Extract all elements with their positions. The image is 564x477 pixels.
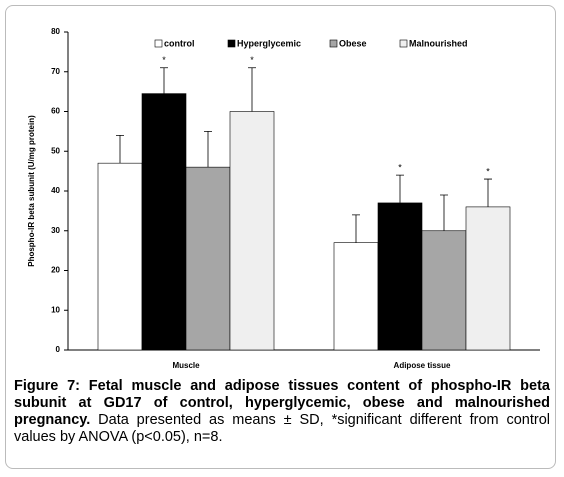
bar: [465, 206, 511, 351]
caption-text: Data presented as means ± SD, *significa…: [14, 412, 550, 445]
y-tick-label: 20: [51, 266, 60, 275]
error-bar: [204, 130, 212, 168]
y-tick-label: 10: [51, 305, 60, 314]
error-bar: [116, 134, 124, 164]
chart: Phospho-IR beta subunit (U/mg protein) 0…: [27, 27, 540, 370]
legend-label: Obese: [339, 38, 367, 48]
y-tick-label: 80: [51, 27, 60, 36]
significance-mark: *: [250, 55, 254, 65]
significance-mark: *: [398, 162, 402, 172]
error-bar: [248, 67, 256, 112]
legend-swatch: [227, 39, 236, 48]
bar: [421, 230, 467, 351]
legend-label: control: [164, 38, 195, 48]
legend-label: Malnourished: [409, 38, 468, 48]
y-tick-label: 70: [51, 67, 60, 76]
significance-mark: *: [486, 166, 490, 176]
error-bar: [160, 67, 168, 94]
bar: [97, 162, 143, 351]
y-tick-label: 0: [56, 345, 61, 354]
bar: [333, 242, 379, 351]
legend-label: Hyperglycemic: [237, 38, 301, 48]
bar: [229, 111, 275, 351]
error-bar: [484, 178, 492, 207]
y-tick-label: 30: [51, 226, 60, 235]
error-bar: [440, 194, 448, 231]
caption: Figure 7: Fetal muscle and adipose tissu…: [14, 378, 550, 446]
legend-swatch: [399, 39, 408, 48]
y-tick-label: 40: [51, 186, 60, 195]
caption-title: Figure 7: Fetal muscle and adipose tissu…: [14, 378, 550, 428]
legend-swatch: [154, 39, 163, 48]
y-tick-label: 60: [51, 107, 60, 116]
legend-swatch: [329, 39, 338, 48]
x-tick-label: Adipose tissue: [394, 361, 451, 370]
bar: [141, 93, 187, 351]
x-tick-label: Muscle: [172, 361, 200, 370]
bar: [185, 166, 231, 351]
error-bar: [396, 174, 404, 203]
error-bar: [352, 214, 360, 243]
y-tick-label: 50: [51, 146, 60, 155]
frame: [5, 5, 556, 469]
bar: [377, 202, 423, 351]
y-axis-label: Phospho-IR beta subunit (U/mg protein): [27, 115, 36, 267]
significance-mark: *: [162, 55, 166, 65]
